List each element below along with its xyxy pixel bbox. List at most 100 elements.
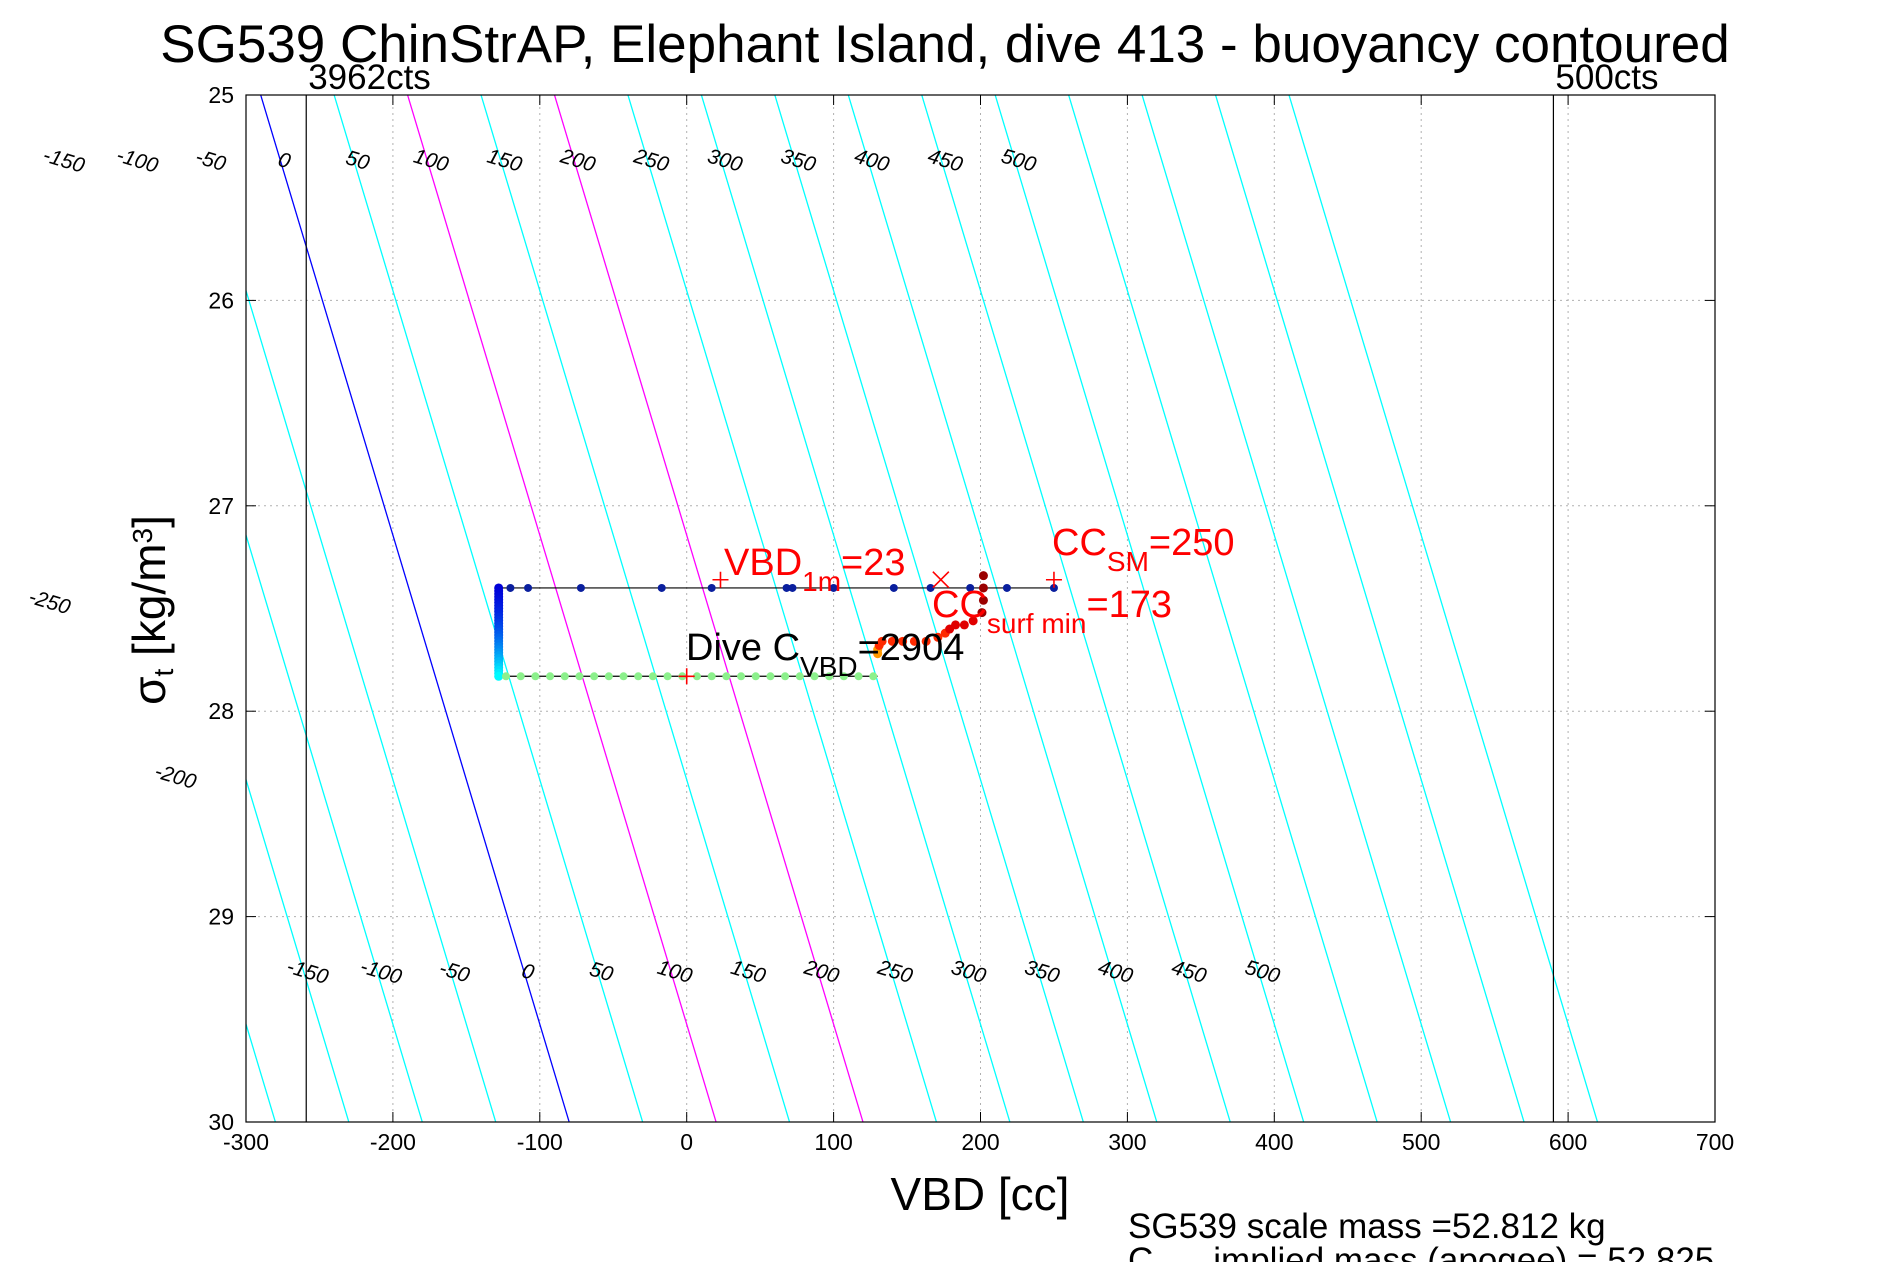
track-point [933,632,943,642]
contour-line [700,95,1011,1122]
track-point [854,672,863,681]
track-point [951,620,961,630]
vbd-limit-lines: 3962cts 500cts [305,58,1659,1122]
x-tick-label: 600 [1549,1129,1587,1155]
y-label-units: [kg/m [123,543,175,668]
track-point [524,583,533,592]
x-tick-label: 500 [1402,1129,1440,1155]
track-point [898,636,908,646]
track-point [781,672,790,681]
contour-label-top: -50 [193,145,229,176]
contour-label-top: -250 [26,585,73,619]
x-tick-label: 400 [1255,1129,1293,1155]
contour-line [1141,95,1452,1122]
track-point [737,672,746,681]
track-point [978,583,988,593]
x-axis-label: VBD [cc] [891,1168,1070,1220]
x-tick-label: 700 [1696,1129,1734,1155]
vbd-limit-label: 3962cts [308,58,431,97]
track-point [707,583,716,592]
contour-line [406,95,717,1122]
dive-cvbd-main: Dive C [686,627,800,669]
y-label-superscript: 3 [127,528,158,544]
y-tick-label: 29 [208,904,234,930]
track-point [560,672,569,681]
track-point [531,672,540,681]
x-tick-label: -100 [517,1129,563,1155]
track-point [494,671,504,681]
track-point [722,672,731,681]
track-point [707,672,716,681]
x-tick-label: 0 [680,1129,693,1155]
dive-cvbd-annotation: Dive CVBD=2904 [686,627,964,682]
track-point [1049,583,1058,592]
contour-line [246,288,497,1122]
y-tick-label: 25 [208,82,234,108]
track-point [516,672,525,681]
track-point [829,583,838,592]
contour-line [1068,95,1378,1122]
track-point [887,636,897,646]
track-point [692,672,701,681]
track-point [502,672,511,681]
contour-line [921,95,1231,1122]
track-point [877,636,887,646]
track-point [977,608,987,618]
track-point [968,616,978,626]
track-point [657,583,666,592]
track-point [795,672,804,681]
contour-line [774,95,1084,1122]
track-point [788,583,797,592]
ccsurf-main: CC [932,584,987,626]
implied-mass-c: C [1128,1241,1153,1262]
contour-line [260,95,570,1122]
track-point [926,583,935,592]
x-tick-label: -300 [223,1129,269,1155]
track-point [663,672,672,681]
x-tick-label: -200 [370,1129,416,1155]
ccsm-main: CC [1052,522,1107,564]
track-point [576,583,585,592]
contour-label-top: -200 [152,760,199,794]
track-point [966,583,975,592]
track-point [648,672,657,681]
buoyancy-contours [246,95,1599,1122]
y-axis-label: σt [kg/m3] [123,515,179,705]
track-point [978,595,988,605]
track-point [634,672,643,681]
track-point [604,672,613,681]
vbd1m-sub: 1m [802,566,841,597]
vbd-limit-label: 500cts [1555,58,1658,97]
plus-marker [1045,571,1062,588]
track-point [889,583,898,592]
track-point [506,583,515,592]
contour-line [1288,95,1599,1122]
contour-line [1214,95,1525,1122]
y-label-symbol: σ [123,677,175,705]
y-axis-ticks: 25 26 27 28 29 30 [208,82,1715,1135]
x-marker [932,571,950,589]
track-point [766,672,775,681]
track-point [619,672,628,681]
contour-label-top: -150 [40,144,87,178]
y-tick-label: 30 [208,1109,234,1135]
track-point [869,672,878,681]
plus-marker [678,668,695,685]
track-point [921,636,931,646]
contour-line [994,95,1305,1122]
y-tick-label: 27 [208,493,234,519]
contour-line [847,95,1158,1122]
track-point [546,672,555,681]
y-label-subscript: t [148,669,179,677]
plus-marker [712,571,729,588]
track-point [590,672,599,681]
x-tick-label: 300 [1108,1129,1146,1155]
x-tick-label: 100 [814,1129,852,1155]
x-tick-label: 200 [961,1129,999,1155]
vbd1m-main: VBD [724,542,802,584]
contour-line [627,95,938,1122]
vbd1m-value: =23 [841,542,905,584]
contour-line [246,777,350,1122]
